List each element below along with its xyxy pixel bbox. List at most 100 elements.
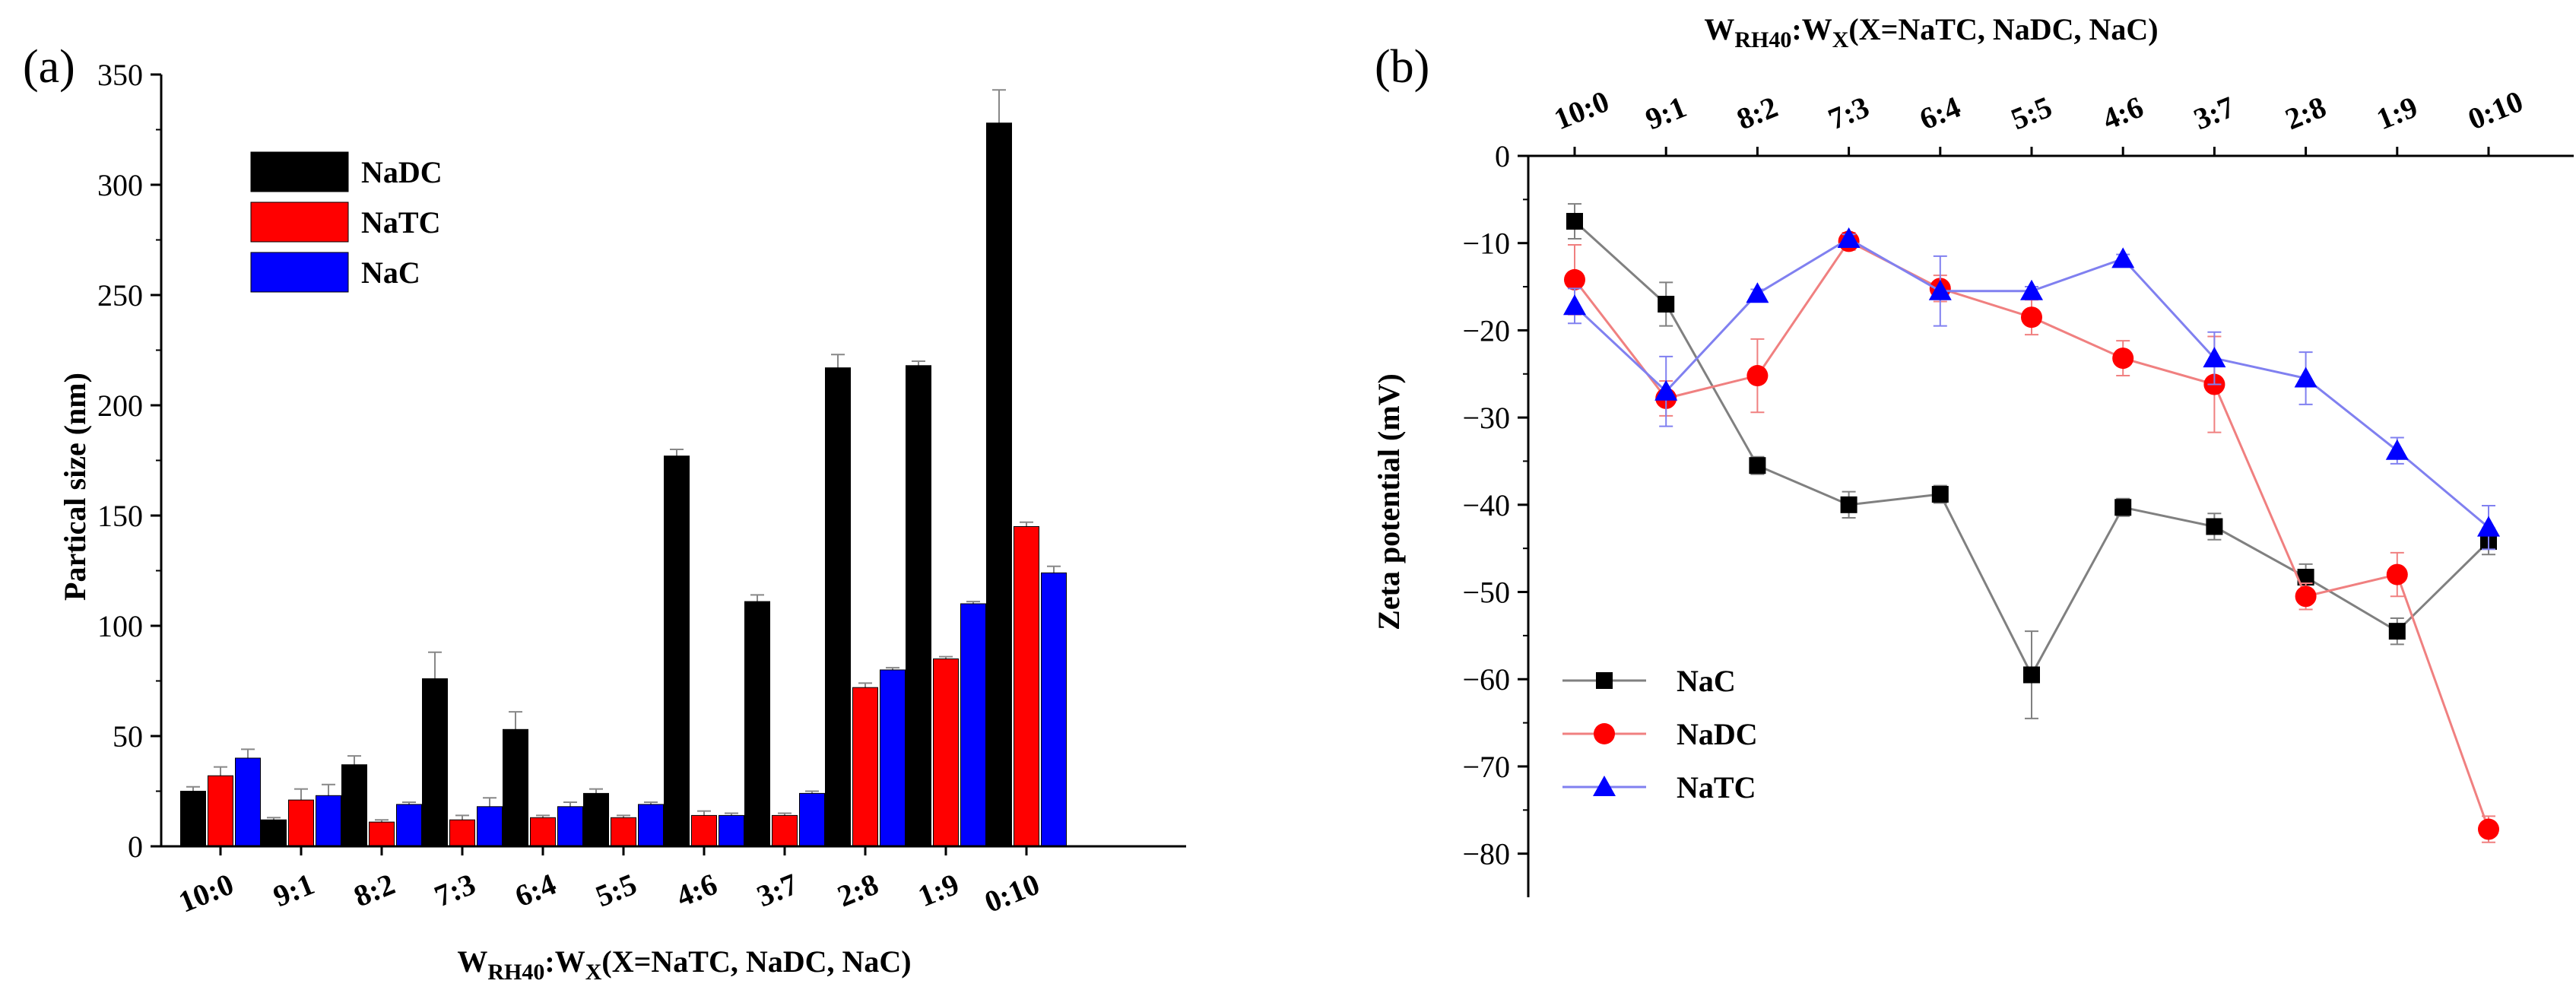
line-series-group bbox=[1563, 203, 2500, 843]
bar bbox=[772, 814, 798, 847]
panel-a-y-axis-title: Partical size (nm) bbox=[58, 373, 92, 601]
x-tick-label: 4:6 bbox=[671, 867, 722, 914]
data-point bbox=[1746, 365, 1769, 387]
bar bbox=[906, 365, 931, 847]
bar bbox=[449, 819, 475, 847]
x-title-colon-w: :W bbox=[1791, 12, 1832, 46]
bar bbox=[744, 601, 770, 847]
bar bbox=[583, 792, 609, 847]
x-tick-label: 0:10 bbox=[980, 867, 1045, 919]
legend-label-natc: NaTC bbox=[361, 205, 440, 240]
data-point bbox=[2020, 279, 2043, 300]
bar bbox=[261, 819, 287, 847]
data-point bbox=[1654, 379, 1678, 401]
data-point bbox=[1840, 496, 1857, 513]
panel-b-x-axis-title: WRH40:WX(X=NaTC, NaDC, NaC) bbox=[1704, 12, 2158, 52]
x-title-w: W bbox=[457, 944, 487, 979]
bar bbox=[852, 687, 878, 847]
y-tick-label: 200 bbox=[97, 389, 143, 423]
bar bbox=[880, 669, 906, 847]
panel-b-y-axis-title: Zeta potential (mV) bbox=[1372, 373, 1406, 630]
bar bbox=[477, 806, 503, 847]
legend-label-nac: NaC bbox=[1677, 664, 1736, 698]
x-tick-label: 6:4 bbox=[510, 867, 560, 914]
panel-b-legend: NaC NaDC NaTC bbox=[1562, 664, 1758, 804]
data-point bbox=[1746, 282, 1769, 303]
y-tick-label: −60 bbox=[1462, 662, 1510, 697]
y-tick-label: −80 bbox=[1462, 837, 1510, 871]
y-tick-label: −50 bbox=[1462, 576, 1510, 610]
data-point bbox=[2297, 569, 2314, 586]
x-tick-label: 4:6 bbox=[2098, 90, 2148, 137]
y-tick-label: −40 bbox=[1462, 488, 1510, 522]
y-tick-label: 0 bbox=[1495, 139, 1510, 173]
bar bbox=[691, 814, 717, 847]
legend-label-natc: NaTC bbox=[1677, 770, 1756, 804]
panel-b-axes: 0 −10 −20 −30 −40 −50 −60 −70 −80 10:0 9:1 8:2 7:3 6:… bbox=[1462, 84, 2574, 897]
data-point bbox=[1837, 227, 1861, 248]
data-point bbox=[1564, 268, 1585, 290]
panel-b-label: (b) bbox=[1375, 41, 1429, 93]
bar bbox=[235, 757, 261, 847]
panel-a-label: (a) bbox=[23, 41, 75, 93]
bar bbox=[1014, 526, 1039, 847]
x-tick-label: 6:4 bbox=[1915, 90, 1965, 137]
legend-swatch-nadc bbox=[250, 151, 349, 192]
data-point bbox=[2294, 367, 2317, 388]
y-tick-label: 250 bbox=[97, 278, 143, 313]
bar bbox=[638, 804, 664, 847]
y-tick-label: −10 bbox=[1462, 227, 1510, 261]
x-tick-label: 5:5 bbox=[591, 867, 641, 914]
data-point bbox=[1658, 296, 1675, 313]
y-tick-label: 150 bbox=[97, 499, 143, 533]
bar bbox=[288, 799, 314, 847]
x-tick-label: 7:3 bbox=[1823, 90, 1873, 137]
x-tick-label: 3:7 bbox=[752, 867, 802, 914]
y-tick-label: 300 bbox=[97, 168, 143, 202]
x-tick-label: 8:2 bbox=[349, 867, 399, 914]
bar bbox=[799, 792, 825, 847]
bar-series-nac bbox=[235, 565, 1067, 847]
data-point bbox=[2477, 516, 2500, 537]
x-tick-label: 3:7 bbox=[2189, 90, 2239, 137]
data-point bbox=[1593, 776, 1616, 796]
bar bbox=[960, 603, 986, 847]
data-point bbox=[2203, 347, 2226, 368]
x-title-rest: (X=NaTC, NaDC, NaC) bbox=[601, 944, 911, 979]
x-title-sub-x: X bbox=[1832, 27, 1849, 52]
y-tick-label: 50 bbox=[113, 719, 143, 754]
legend-swatch-natc bbox=[250, 202, 349, 243]
bar bbox=[530, 817, 556, 847]
y-tick-label: 100 bbox=[97, 609, 143, 643]
data-point bbox=[2478, 818, 2499, 840]
data-point bbox=[2112, 347, 2134, 370]
x-title-sub-rh40: RH40 bbox=[1734, 27, 1791, 52]
data-point bbox=[2114, 499, 2132, 516]
legend-label-nadc: NaDC bbox=[361, 155, 443, 189]
x-title-w: W bbox=[1704, 12, 1734, 46]
x-tick-label: 8:2 bbox=[1732, 90, 1782, 137]
panel-a-bar-chart: (a) 0 50 100 150 200 250 300 350 10:0 9:1 8:2 7:3 6:… bbox=[23, 41, 1186, 985]
legend-label-nac: NaC bbox=[361, 255, 420, 290]
bar bbox=[369, 821, 395, 847]
data-point bbox=[2388, 623, 2406, 640]
data-point bbox=[2023, 666, 2040, 684]
panel-b-line-chart: (b) WRH40:WX(X=NaTC, NaDC, NaC) 0 −10 −20 −… bbox=[1372, 12, 2574, 897]
bar-series-natc bbox=[208, 521, 1039, 847]
bar bbox=[396, 804, 422, 847]
x-tick-label: 0:10 bbox=[2463, 84, 2528, 136]
data-point bbox=[2206, 518, 2223, 535]
bar bbox=[180, 791, 206, 847]
x-tick-label: 7:3 bbox=[430, 867, 480, 914]
bar bbox=[208, 775, 233, 847]
line-series-natc bbox=[1563, 227, 2500, 551]
y-tick-label: −70 bbox=[1462, 750, 1510, 784]
x-tick-label: 1:9 bbox=[2371, 90, 2422, 137]
x-tick-label: 9:1 bbox=[268, 867, 319, 914]
x-tick-label: 9:1 bbox=[1641, 90, 1691, 137]
bar bbox=[933, 659, 959, 847]
x-tick-label: 5:5 bbox=[2007, 90, 2057, 137]
y-tick-label: −20 bbox=[1462, 313, 1510, 347]
x-tick-label: 2:8 bbox=[833, 867, 883, 914]
data-point bbox=[2386, 563, 2408, 586]
